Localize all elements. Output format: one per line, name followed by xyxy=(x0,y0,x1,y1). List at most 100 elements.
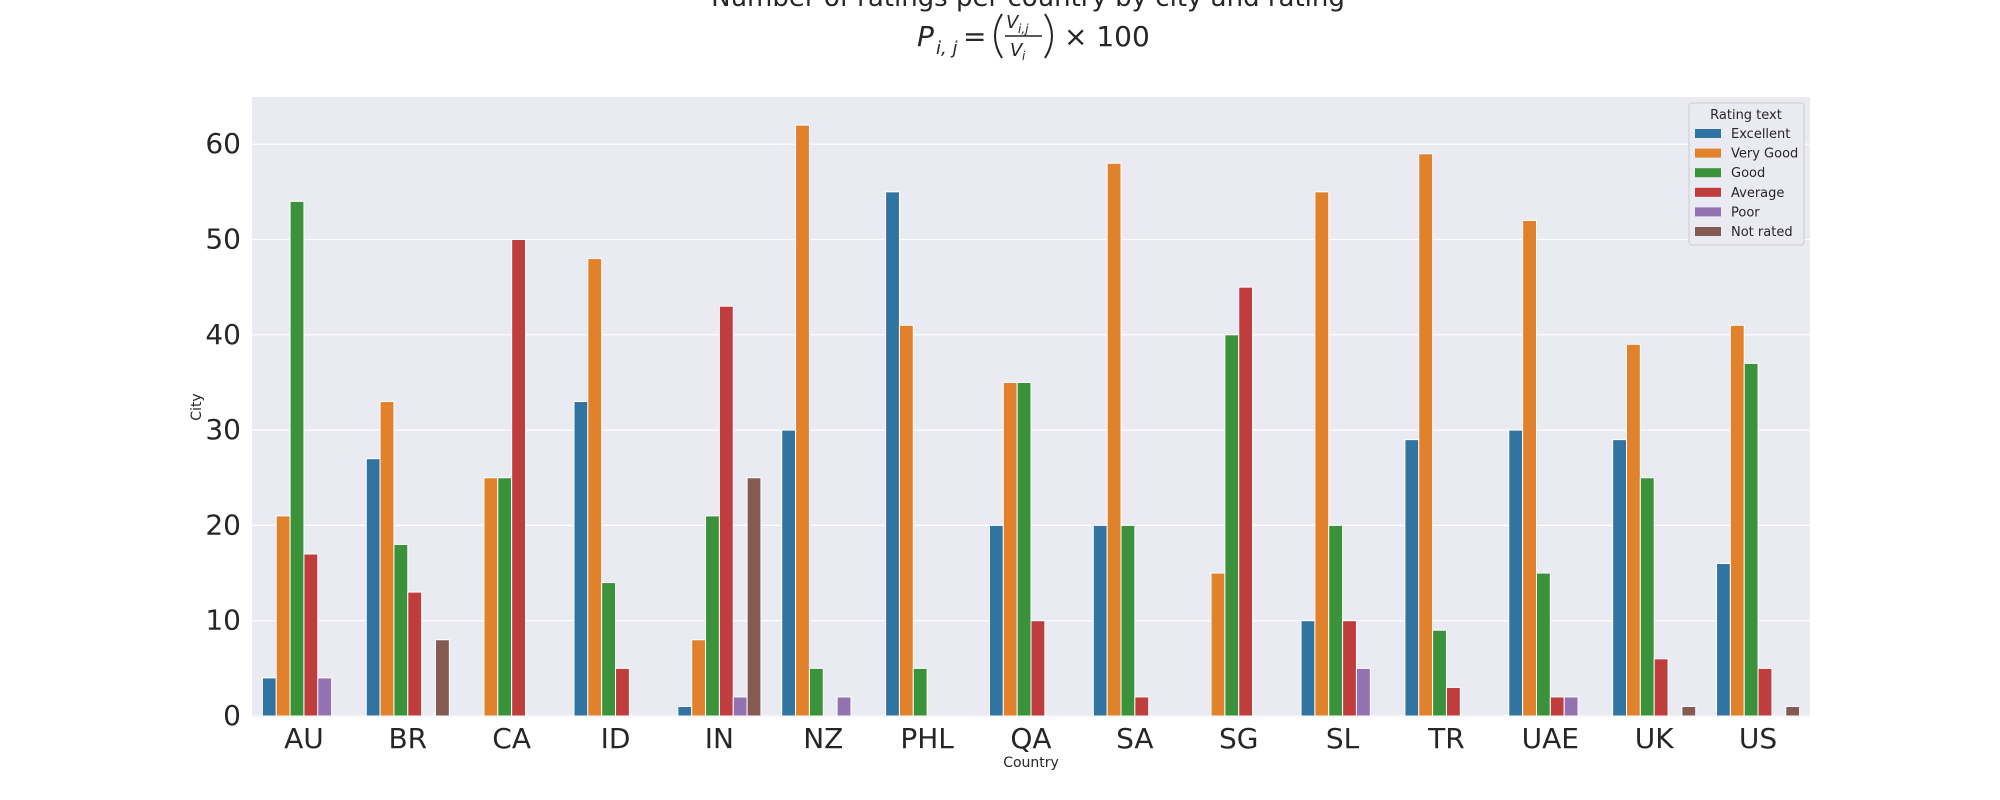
bar-id-very-good xyxy=(587,258,603,717)
bar-in-not-rated xyxy=(746,477,762,717)
y-axis-label: City xyxy=(189,393,205,420)
bar-uae-poor xyxy=(1563,696,1579,717)
bar-nz-poor xyxy=(836,696,852,717)
bar-sl-average xyxy=(1342,620,1357,717)
legend-swatch-very-good xyxy=(1695,148,1721,158)
bar-qa-very-good xyxy=(1002,381,1018,717)
bar-br-not-rated xyxy=(434,639,450,717)
bar-qa-good xyxy=(1016,381,1032,717)
x-tick-label: SL xyxy=(1326,722,1360,755)
legend: Rating text Excellent Very Good Good Averag… xyxy=(1688,102,1805,246)
legend-title: Rating text xyxy=(1710,108,1782,123)
bar-br-very-good xyxy=(379,401,395,717)
bar-au-average xyxy=(303,553,319,717)
bar-qa-excellent xyxy=(988,524,1004,717)
bar-us-good xyxy=(1743,362,1759,717)
legend-swatch-poor xyxy=(1695,207,1721,217)
bar-uae-good xyxy=(1535,572,1551,717)
bar-sg-good xyxy=(1224,334,1240,717)
y-axis-ticks: 0 10 20 30 40 50 60 xyxy=(205,127,241,732)
bar-us-excellent xyxy=(1716,563,1731,717)
chart-title: Number of ratings per country by city an… xyxy=(711,0,1345,13)
bar-nz-very-good xyxy=(795,124,810,717)
x-tick-label: TR xyxy=(1427,722,1465,755)
x-tick-label: NZ xyxy=(803,722,843,755)
bar-br-good xyxy=(393,543,409,717)
bar-tr-very-good xyxy=(1418,153,1434,717)
bar-us-average xyxy=(1757,667,1773,717)
x-axis-label: Country xyxy=(1003,755,1059,771)
bars xyxy=(261,124,1801,717)
bar-uk-excellent xyxy=(1612,439,1628,717)
bar-nz-excellent xyxy=(781,429,797,717)
bar-id-average xyxy=(615,667,630,717)
bar-sl-excellent xyxy=(1300,620,1316,717)
legend-swatch-average xyxy=(1695,187,1721,197)
bar-uk-good xyxy=(1639,477,1655,717)
bar-au-very-good xyxy=(275,515,291,717)
y-tick-label: 0 xyxy=(223,699,241,732)
bar-au-poor xyxy=(317,677,333,717)
bar-uae-excellent xyxy=(1508,429,1524,717)
bar-sl-very-good xyxy=(1314,191,1330,717)
x-tick-label: BR xyxy=(388,722,427,755)
x-tick-label: UK xyxy=(1635,722,1674,755)
y-tick-label: 20 xyxy=(205,508,241,541)
formula-equals: = xyxy=(963,20,986,53)
x-tick-label: PHL xyxy=(900,722,954,755)
bar-in-poor xyxy=(732,696,748,717)
bar-us-not-rated xyxy=(1785,705,1801,717)
formula-denominator: V xyxy=(1010,40,1024,61)
x-tick-label: ID xyxy=(601,722,631,755)
bar-uae-very-good xyxy=(1522,219,1537,717)
bar-tr-good xyxy=(1432,629,1447,717)
x-tick-label: SG xyxy=(1219,722,1258,755)
legend-swatch-good xyxy=(1695,168,1721,178)
formula-lhs: P xyxy=(917,20,934,53)
x-tick-label: UAE xyxy=(1522,722,1579,755)
bar-phl-excellent xyxy=(885,191,900,717)
formula-times: × 100 xyxy=(1064,20,1150,53)
chart-formula: P i, j = V i,j V i × 100 xyxy=(917,12,1150,63)
bar-in-good xyxy=(705,515,720,717)
formula-numerator-sub: i,j xyxy=(1018,22,1029,36)
legend-swatch-excellent xyxy=(1695,129,1721,138)
legend-items: Excellent Very Good Good Average Poor Not rat… xyxy=(1695,127,1798,240)
y-tick-label: 40 xyxy=(205,318,241,351)
formula-left-paren xyxy=(994,13,1003,59)
formula-numerator: V xyxy=(1006,12,1020,33)
x-axis-ticks: AU BR CA ID IN NZ PHL QA SA SG SL TR UAE UK US xyxy=(284,722,1777,755)
bar-sl-poor xyxy=(1355,667,1371,717)
y-tick-label: 50 xyxy=(205,223,241,256)
bar-sl-good xyxy=(1328,524,1344,717)
bar-br-average xyxy=(407,591,423,717)
bar-nz-good xyxy=(808,667,824,717)
bar-ca-very-good xyxy=(483,477,499,717)
bar-uae-average xyxy=(1549,696,1565,717)
legend-label: Not rated xyxy=(1731,225,1793,240)
bar-uk-average xyxy=(1653,658,1669,717)
bar-id-excellent xyxy=(573,401,589,717)
y-tick-label: 60 xyxy=(205,127,241,160)
bar-qa-average xyxy=(1030,620,1046,717)
x-tick-label: QA xyxy=(1010,722,1051,755)
bar-sa-average xyxy=(1134,696,1150,717)
x-tick-label: IN xyxy=(705,722,734,755)
bar-sg-average xyxy=(1238,286,1254,717)
bar-au-excellent xyxy=(261,677,277,717)
formula-lhs-sub: i, j xyxy=(936,38,957,59)
y-tick-label: 30 xyxy=(205,413,241,446)
bar-in-average xyxy=(718,305,734,717)
bar-br-excellent xyxy=(365,458,381,717)
bar-sa-very-good xyxy=(1106,162,1122,717)
legend-label: Very Good xyxy=(1731,147,1798,162)
legend-label: Poor xyxy=(1731,205,1760,220)
bar-uk-not-rated xyxy=(1681,705,1697,717)
bar-ca-good xyxy=(497,477,513,717)
bar-us-very-good xyxy=(1729,324,1745,717)
bar-tr-excellent xyxy=(1404,439,1420,717)
bar-phl-good xyxy=(912,667,928,717)
x-tick-label: US xyxy=(1739,722,1777,755)
legend-label: Good xyxy=(1731,166,1765,181)
bar-uk-very-good xyxy=(1626,343,1641,717)
